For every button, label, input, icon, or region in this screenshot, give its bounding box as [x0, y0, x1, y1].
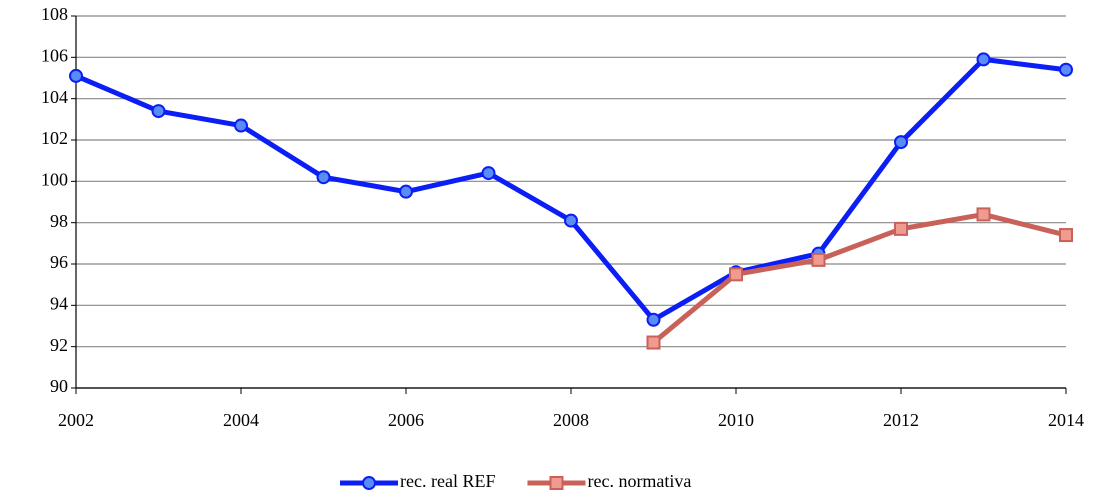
point [69, 68, 83, 83]
x-tick-label: 2012 [883, 410, 919, 430]
legend-label: rec. normativa [587, 471, 691, 491]
legend-marker [549, 476, 564, 490]
point [811, 252, 826, 267]
y-tick-label: 90 [50, 376, 68, 396]
point [729, 267, 743, 282]
x-tick-label: 2008 [553, 410, 589, 430]
legend-marker [362, 476, 376, 490]
point [646, 335, 661, 350]
point [894, 221, 908, 236]
x-tick-label: 2014 [1048, 410, 1084, 430]
point [976, 52, 991, 67]
series-line [651, 211, 1067, 345]
y-tick-label: 108 [41, 4, 68, 24]
point [151, 104, 166, 119]
y-tick-label: 106 [41, 45, 68, 65]
y-tick-label: 104 [41, 87, 68, 107]
point [234, 118, 248, 133]
point [564, 213, 578, 228]
y-tick-label: 102 [41, 128, 68, 148]
legend-item: rec. real REF [340, 471, 495, 491]
x-tick-label: 2006 [388, 410, 424, 430]
y-tick-label: 100 [41, 169, 68, 189]
point [1059, 62, 1073, 77]
y-tick-label: 94 [50, 293, 68, 313]
point [894, 135, 908, 150]
point [976, 207, 991, 222]
point [1059, 228, 1073, 243]
legend-item: rec. normativa [527, 471, 691, 491]
x-tick-label: 2004 [223, 410, 259, 430]
y-tick-label: 98 [50, 211, 68, 231]
x-tick-label: 2002 [58, 410, 94, 430]
y-tick-label: 96 [50, 252, 68, 272]
point [481, 166, 496, 181]
point [316, 170, 331, 185]
y-tick-label: 92 [50, 335, 68, 355]
point [646, 312, 661, 327]
legend-label: rec. real REF [400, 471, 495, 491]
point [399, 184, 413, 199]
x-tick-label: 2010 [718, 410, 754, 430]
